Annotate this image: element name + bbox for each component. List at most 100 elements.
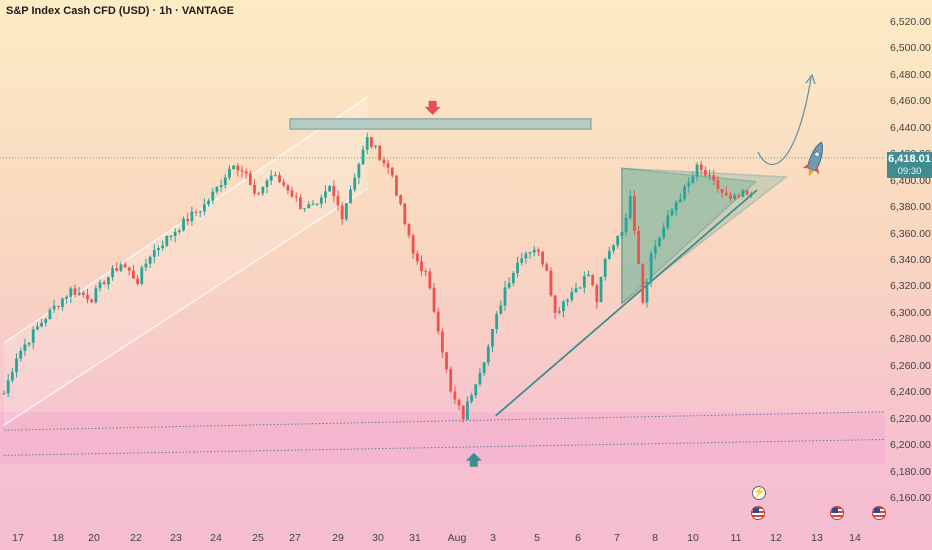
candle-body <box>44 319 48 323</box>
candle-body <box>140 267 144 284</box>
candle-body <box>440 331 444 353</box>
candle-body <box>524 253 528 259</box>
candle-body <box>449 369 453 392</box>
candle-body <box>549 270 553 296</box>
candle-body <box>23 344 27 351</box>
candle-body <box>190 211 194 222</box>
candle-body <box>620 231 624 236</box>
candle-body <box>633 196 636 231</box>
time-tick-label: 6 <box>575 532 581 544</box>
candle-body <box>119 264 123 271</box>
candle-body <box>511 272 515 284</box>
candle-body <box>691 176 695 183</box>
candle-body <box>177 230 181 232</box>
resistance-zone <box>289 118 592 130</box>
candle-body <box>491 329 494 347</box>
bar-countdown-label: 09:30 <box>897 166 922 177</box>
candle-body <box>461 405 465 420</box>
candle-body <box>649 253 653 282</box>
candle-body <box>315 203 319 205</box>
candle-body <box>303 208 306 210</box>
candle-body <box>749 193 753 195</box>
current-price-badge: 6,418.01 09:30 <box>887 152 932 178</box>
price-tick-label: 6,340.00 <box>890 254 931 266</box>
candle-body <box>152 249 156 257</box>
time-tick-label: Aug <box>447 532 467 544</box>
candle-body <box>357 164 361 178</box>
candle-body <box>65 296 69 299</box>
candle-body <box>737 195 741 197</box>
candle-body <box>662 227 666 238</box>
candle-body <box>257 193 261 195</box>
candle-body <box>628 196 632 218</box>
candle-body <box>94 288 98 303</box>
candle-body <box>678 199 682 203</box>
ascending-trendline <box>495 189 758 417</box>
candle-body <box>240 170 244 172</box>
candle-body <box>106 277 110 285</box>
up-arrow-icon <box>465 452 482 467</box>
time-tick-label: 29 <box>332 532 344 544</box>
candle-body <box>428 271 432 289</box>
candle-body <box>541 251 544 265</box>
candle-body <box>557 311 561 313</box>
candle-body <box>478 372 482 385</box>
candle-body <box>378 145 382 160</box>
candle-body <box>40 322 43 327</box>
candle-body <box>482 362 486 373</box>
candle-body <box>724 192 728 196</box>
support-zone <box>0 412 885 464</box>
candle-body <box>624 217 628 232</box>
candle-body <box>695 164 699 177</box>
candle-body <box>578 287 582 289</box>
time-tick-label: 14 <box>849 532 861 544</box>
candle-body <box>186 218 190 222</box>
rocket-icon <box>802 141 823 177</box>
candle-body <box>495 314 499 330</box>
candle-body <box>370 137 373 147</box>
price-tick-label: 6,260.00 <box>890 359 931 372</box>
us-flag-icon[interactable] <box>830 506 844 520</box>
candle-body <box>470 395 473 402</box>
candle-body <box>203 204 206 212</box>
candle-body <box>616 235 620 246</box>
time-tick-label: 30 <box>372 532 384 544</box>
lightning-icon[interactable]: ⚡ <box>752 486 766 500</box>
candle-body <box>528 252 532 254</box>
candle-body <box>61 298 64 307</box>
candles-layer <box>2 132 753 423</box>
channel-upper-line <box>3 96 368 344</box>
candle-body <box>123 264 127 268</box>
candle-body <box>424 271 428 273</box>
candle-body <box>457 399 461 406</box>
candle-body <box>390 167 394 176</box>
candle-body <box>403 203 407 224</box>
overlay-layer <box>424 73 823 467</box>
candle-body <box>503 287 507 306</box>
price-tick-label: 6,280.00 <box>890 333 931 346</box>
us-flag-icon[interactable] <box>751 506 765 520</box>
candle-body <box>165 235 169 246</box>
candle-body <box>282 182 286 186</box>
time-tick-label: 23 <box>170 532 182 544</box>
candle-body <box>436 311 440 332</box>
candle-body <box>111 268 114 278</box>
time-tick-label: 31 <box>409 532 421 544</box>
candle-body <box>637 230 640 264</box>
candle-body <box>248 173 252 185</box>
candle-body <box>15 358 18 373</box>
time-tick-label: 3 <box>490 532 496 544</box>
price-tick-label: 6,160.00 <box>890 492 931 504</box>
candle-body <box>6 380 10 394</box>
time-tick-label: 13 <box>811 532 823 544</box>
us-flag-icon[interactable] <box>872 506 886 520</box>
candle-body <box>516 262 519 273</box>
candle-body <box>349 189 352 204</box>
candle-body <box>745 190 749 195</box>
candle-body <box>236 165 240 171</box>
candle-body <box>562 301 565 312</box>
time-tick-label: 22 <box>130 532 142 544</box>
down-arrow-icon <box>424 100 441 115</box>
